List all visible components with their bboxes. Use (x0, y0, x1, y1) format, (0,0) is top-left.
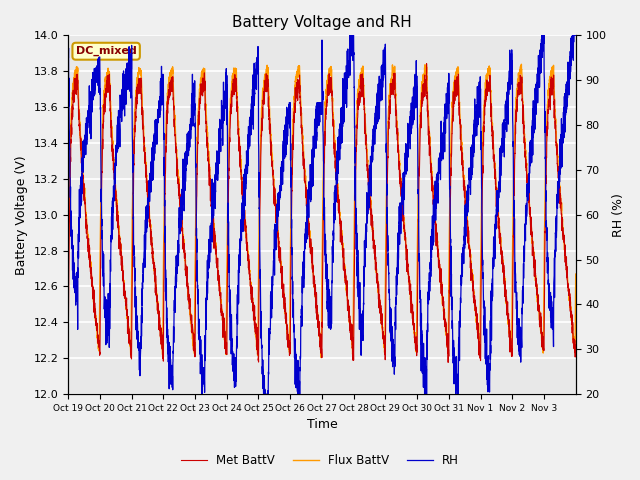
Met BattV (444, 360, 452, 365)
RH (454, 391, 462, 397)
RH (462, 218, 470, 224)
RH (198, 391, 206, 397)
Flux BattV (572, 271, 580, 277)
Flux BattV (440, 301, 447, 307)
Y-axis label: RH (%): RH (%) (612, 193, 625, 237)
Flux BattV (454, 65, 462, 71)
Line: RH: RH (68, 36, 576, 394)
Met BattV (572, 351, 580, 357)
Met BattV (403, 252, 410, 258)
RH (440, 132, 447, 137)
X-axis label: Time: Time (307, 419, 337, 432)
Flux BattV (518, 61, 525, 67)
Flux BattV (462, 198, 470, 204)
Flux BattV (152, 277, 159, 283)
RH (572, 33, 580, 38)
Title: Battery Voltage and RH: Battery Voltage and RH (232, 15, 412, 30)
RH (403, 145, 411, 151)
Text: DC_mixed: DC_mixed (76, 46, 136, 56)
Legend: Met BattV, Flux BattV, RH: Met BattV, Flux BattV, RH (176, 449, 464, 472)
Flux BattV (393, 112, 401, 118)
Met BattV (64, 343, 72, 348)
Line: Met BattV: Met BattV (68, 64, 576, 362)
Met BattV (392, 123, 400, 129)
Met BattV (462, 209, 470, 215)
RH (393, 292, 401, 298)
Met BattV (454, 71, 462, 77)
Line: Flux BattV: Flux BattV (68, 64, 576, 358)
Met BattV (440, 300, 447, 305)
RH (152, 139, 159, 145)
RH (64, 33, 72, 38)
Flux BattV (403, 253, 411, 259)
Y-axis label: Battery Voltage (V): Battery Voltage (V) (15, 155, 28, 275)
Met BattV (152, 286, 159, 292)
Flux BattV (64, 274, 72, 279)
Flux BattV (317, 355, 325, 360)
Met BattV (423, 61, 431, 67)
